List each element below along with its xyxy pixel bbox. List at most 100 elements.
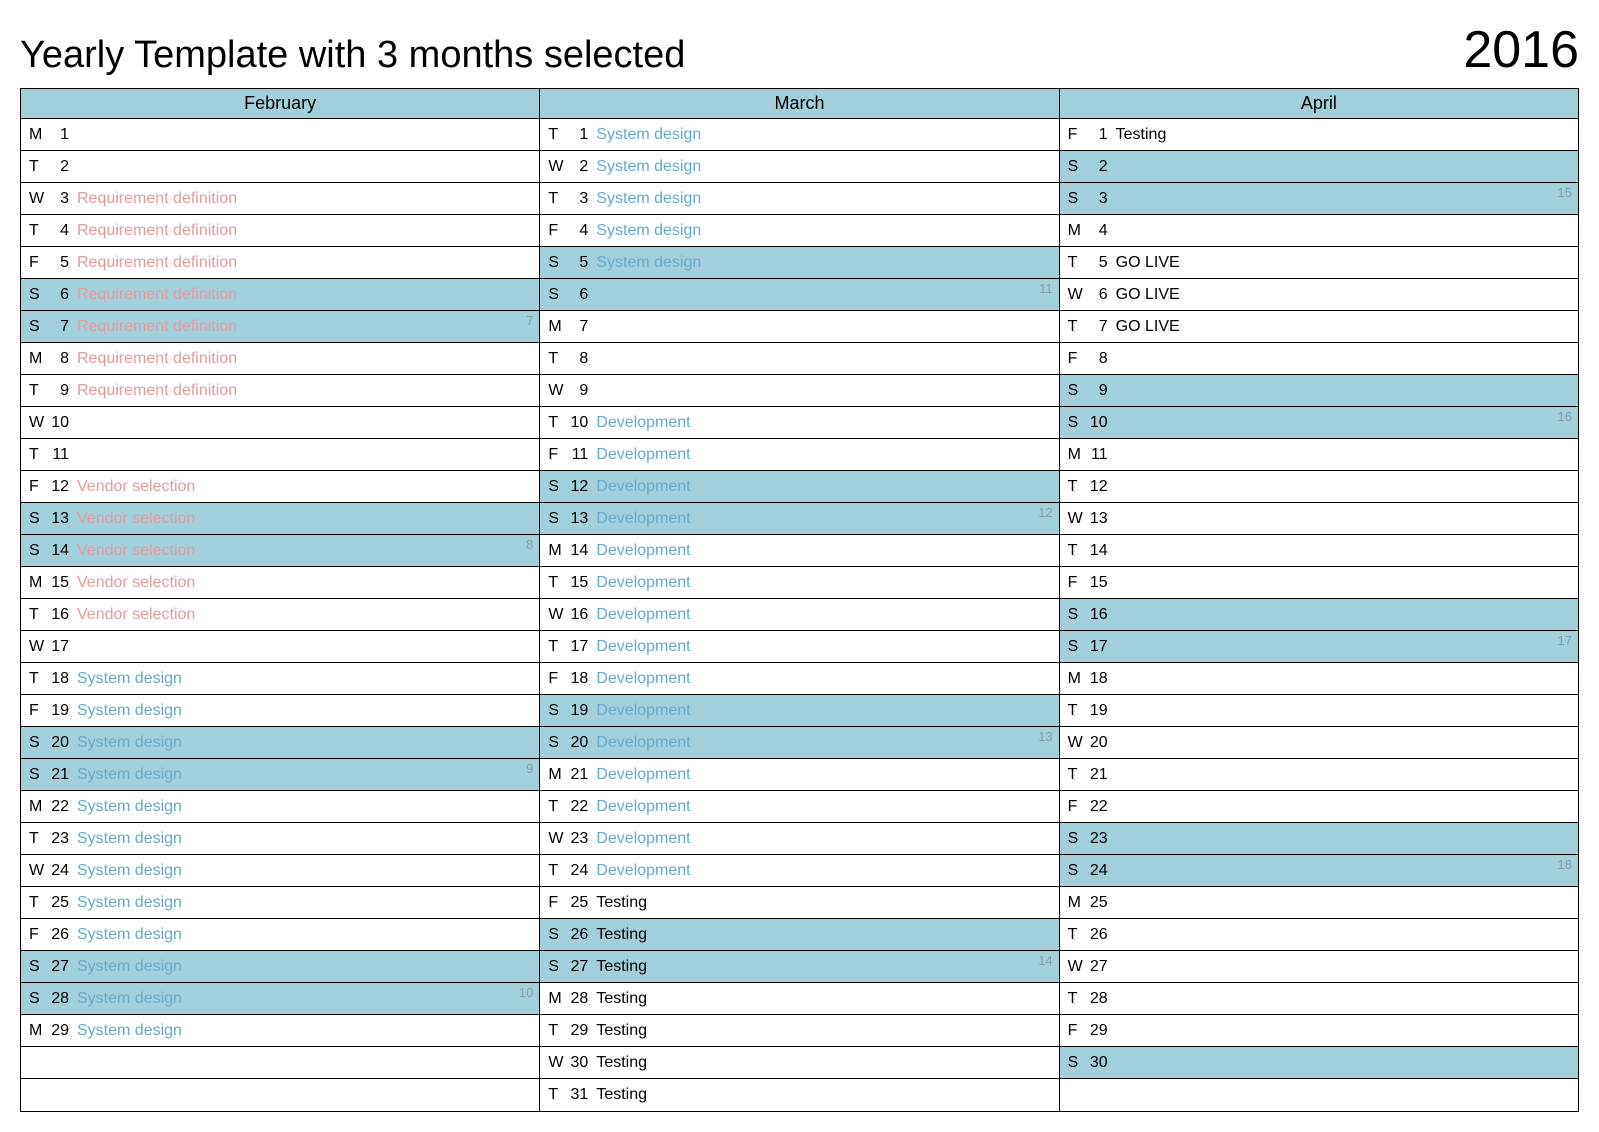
day-of-week: S xyxy=(1068,606,1090,624)
day-of-week: S xyxy=(548,510,570,528)
month-header: March xyxy=(540,89,1058,119)
day-row: T5GO LIVE xyxy=(1060,247,1578,279)
day-row: S20Development13 xyxy=(540,727,1058,759)
year-label: 2016 xyxy=(1463,20,1579,80)
day-number: 4 xyxy=(51,222,77,240)
day-number: 30 xyxy=(1090,1054,1116,1072)
day-row: F1Testing xyxy=(1060,119,1578,151)
day-row: M29System design xyxy=(21,1015,539,1047)
day-of-week: M xyxy=(29,350,51,368)
day-number: 23 xyxy=(1090,830,1116,848)
day-number: 21 xyxy=(51,766,77,784)
day-number: 3 xyxy=(51,190,77,208)
day-of-week: F xyxy=(548,894,570,912)
day-number: 18 xyxy=(1090,670,1116,688)
day-row: M4 xyxy=(1060,215,1578,247)
day-row: S1016 xyxy=(1060,407,1578,439)
day-number: 15 xyxy=(1090,574,1116,592)
day-row: W30Testing xyxy=(540,1047,1058,1079)
day-row: T26 xyxy=(1060,919,1578,951)
day-of-week: M xyxy=(1068,222,1090,240)
event-label: Testing xyxy=(596,1086,1050,1104)
day-number: 26 xyxy=(1090,926,1116,944)
event-label: System design xyxy=(77,894,531,912)
event-label: System design xyxy=(596,254,1050,272)
day-number: 14 xyxy=(1090,542,1116,560)
day-number: 4 xyxy=(1090,222,1116,240)
day-row: F15 xyxy=(1060,567,1578,599)
day-of-week: S xyxy=(29,286,51,304)
day-row: T16Vendor selection xyxy=(21,599,539,631)
day-number: 8 xyxy=(570,350,596,368)
day-row: S13Vendor selection xyxy=(21,503,539,535)
day-of-week: M xyxy=(548,766,570,784)
day-of-week: T xyxy=(29,670,51,688)
day-number: 16 xyxy=(1090,606,1116,624)
day-row: M14Development xyxy=(540,535,1058,567)
event-label: Development xyxy=(596,414,1050,432)
day-number: 12 xyxy=(570,478,596,496)
day-row: S27System design xyxy=(21,951,539,983)
day-number: 1 xyxy=(570,126,596,144)
day-row: S7Requirement definition7 xyxy=(21,311,539,343)
day-of-week: T xyxy=(1068,318,1090,336)
event-label: Development xyxy=(596,542,1050,560)
day-number: 25 xyxy=(570,894,596,912)
day-number: 28 xyxy=(51,990,77,1008)
day-row: T23System design xyxy=(21,823,539,855)
day-of-week: M xyxy=(29,574,51,592)
day-of-week: W xyxy=(548,606,570,624)
day-of-week: W xyxy=(29,414,51,432)
day-of-week: S xyxy=(548,702,570,720)
day-number: 17 xyxy=(51,638,77,656)
week-number: 14 xyxy=(1038,953,1052,968)
event-label: Testing xyxy=(596,958,1050,976)
week-number: 13 xyxy=(1038,729,1052,744)
week-number: 16 xyxy=(1558,409,1572,424)
day-row: W10 xyxy=(21,407,539,439)
day-number: 18 xyxy=(570,670,596,688)
day-number: 3 xyxy=(1090,190,1116,208)
day-row: S16 xyxy=(1060,599,1578,631)
day-of-week: M xyxy=(29,798,51,816)
day-row: S2 xyxy=(1060,151,1578,183)
day-of-week: W xyxy=(29,862,51,880)
day-row: S21System design9 xyxy=(21,759,539,791)
day-number: 27 xyxy=(570,958,596,976)
day-of-week: S xyxy=(29,766,51,784)
day-row: T12 xyxy=(1060,471,1578,503)
event-label: Vendor selection xyxy=(77,478,531,496)
event-label: Development xyxy=(596,702,1050,720)
week-number: 17 xyxy=(1558,633,1572,648)
month-header: April xyxy=(1060,89,1578,119)
calendar-grid: FebruaryM1T2W3Requirement definitionT4Re… xyxy=(20,88,1579,1112)
day-number: 9 xyxy=(51,382,77,400)
day-number: 4 xyxy=(570,222,596,240)
day-number: 15 xyxy=(51,574,77,592)
day-of-week: T xyxy=(548,350,570,368)
day-of-week: M xyxy=(548,318,570,336)
day-of-week: T xyxy=(1068,926,1090,944)
event-label: System design xyxy=(596,190,1050,208)
day-of-week: T xyxy=(548,190,570,208)
event-label: System design xyxy=(77,798,531,816)
day-of-week: S xyxy=(1068,830,1090,848)
day-of-week: F xyxy=(29,926,51,944)
event-label: GO LIVE xyxy=(1116,254,1570,272)
event-label: Requirement definition xyxy=(77,286,531,304)
day-of-week: S xyxy=(29,958,51,976)
event-label: Development xyxy=(596,734,1050,752)
day-number: 24 xyxy=(1090,862,1116,880)
day-row: T24Development xyxy=(540,855,1058,887)
event-label: Requirement definition xyxy=(77,382,531,400)
day-row: F26System design xyxy=(21,919,539,951)
month-header: February xyxy=(21,89,539,119)
day-number: 12 xyxy=(1090,478,1116,496)
day-number: 23 xyxy=(51,830,77,848)
day-row: M25 xyxy=(1060,887,1578,919)
day-number: 11 xyxy=(570,446,596,464)
event-label: System design xyxy=(77,1022,531,1040)
day-of-week: M xyxy=(548,542,570,560)
day-of-week: M xyxy=(548,990,570,1008)
day-of-week: W xyxy=(548,830,570,848)
